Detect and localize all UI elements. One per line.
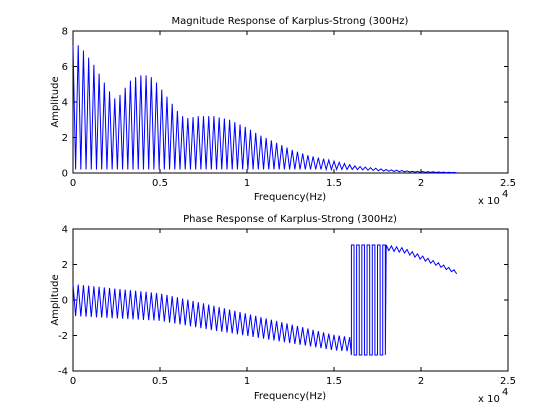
magnitude-series-line (72, 45, 457, 174)
phase-x-tick-label: 2.5 (500, 376, 516, 387)
phase-x-tick-label: 0 (70, 376, 76, 387)
phase-x-tick-label: 2 (418, 376, 424, 387)
magnitude-y-tick-label: 4 (62, 98, 68, 109)
magnitude-x-tick-label: 0 (70, 178, 76, 189)
phase-y-tick-label: 2 (62, 260, 68, 271)
magnitude-x-tick-label: 2 (418, 178, 424, 189)
phase-y-tick-label: 4 (62, 225, 68, 236)
phase-y-tick-label: -4 (58, 367, 68, 378)
magnitude-plot: Magnitude Response of Karplus-Strong (30… (50, 16, 516, 207)
phase-x-exponent-base: x 10 (478, 394, 500, 405)
phase-plot: Phase Response of Karplus-Strong (300Hz)… (50, 214, 516, 405)
magnitude-x-axis-label: Frequency(Hz) (254, 192, 326, 203)
magnitude-y-tick-label: 2 (62, 133, 68, 144)
magnitude-x-tick-label: 1 (244, 178, 250, 189)
phase-title: Phase Response of Karplus-Strong (300Hz) (183, 214, 397, 225)
phase-y-tick-label: 0 (62, 296, 68, 307)
magnitude-y-tick-label: 6 (62, 62, 68, 73)
phase-y-ticks: -4 -2 0 2 4 (58, 225, 508, 378)
phase-y-axis-label: Amplitude (50, 274, 61, 325)
phase-x-exponent: 4 (502, 387, 508, 398)
magnitude-y-axis-label: Amplitude (50, 76, 61, 127)
magnitude-y-tick-label: 0 (62, 169, 68, 180)
magnitude-x-tick-label: 0.5 (152, 178, 168, 189)
magnitude-x-tick-label: 2.5 (500, 178, 516, 189)
phase-x-ticks: 0 0.5 1 1.5 2 2.5 (70, 229, 516, 387)
phase-x-axis-label: Frequency(Hz) (254, 391, 326, 402)
magnitude-y-tick-label: 8 (62, 27, 68, 38)
phase-x-tick-label: 0.5 (152, 376, 168, 387)
phase-series-line (72, 244, 458, 356)
magnitude-x-exponent-base: x 10 (478, 196, 500, 207)
phase-x-tick-label: 1 (244, 376, 250, 387)
magnitude-x-exponent: 4 (502, 189, 508, 200)
phase-x-tick-label: 1.5 (326, 376, 342, 387)
magnitude-x-ticks: 0 0.5 1 1.5 2 2.5 (70, 31, 516, 189)
phase-y-tick-label: -2 (58, 331, 68, 342)
magnitude-x-tick-label: 1.5 (326, 178, 342, 189)
magnitude-title: Magnitude Response of Karplus-Strong (30… (172, 16, 409, 27)
